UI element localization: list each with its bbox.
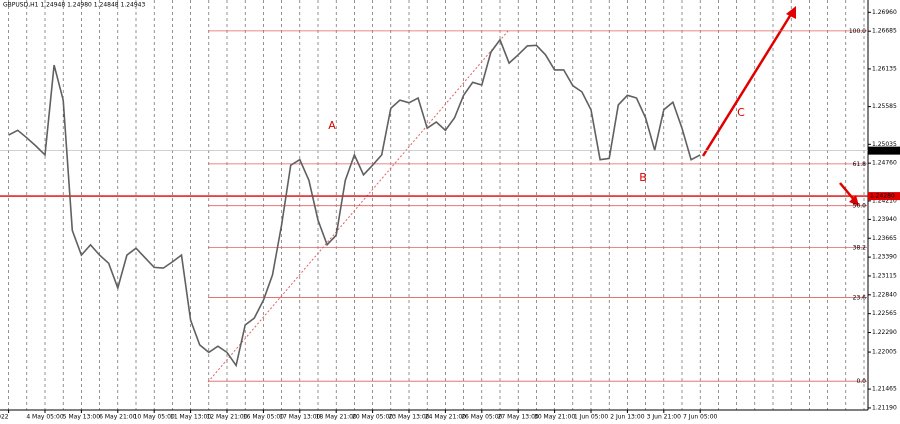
y-tick-label: 1.22290 <box>872 329 897 336</box>
y-tick-label: 1.25585 <box>872 103 897 110</box>
level-label: 1.24280 <box>870 193 895 200</box>
x-tick-label: 17 May 13:00 <box>279 414 320 421</box>
fib-label: 38.2 <box>853 245 867 252</box>
y-tick-label: 1.26685 <box>872 28 897 35</box>
x-tick-label: 27 May 13:00 <box>498 414 539 421</box>
y-tick-label: 1.21465 <box>872 386 897 393</box>
y-tick-label: 1.24210 <box>872 197 897 204</box>
x-tick-label: 20 May 05:00 <box>352 414 393 421</box>
x-tick-label: 10 May 05:00 <box>134 414 175 421</box>
y-tick-label: 1.26960 <box>872 9 897 16</box>
annotation: C <box>737 106 745 119</box>
fib-label: 50.0 <box>853 203 867 210</box>
x-tick-label: 1 Jun 05:00 <box>574 414 608 421</box>
x-tick-label: 6 May 21:00 <box>99 414 137 421</box>
y-tick-label: 1.22565 <box>872 310 897 317</box>
x-tick-label: 3 Jun 21:00 <box>647 414 681 421</box>
x-tick-label: 18 May 21:00 <box>316 414 357 421</box>
x-tick-label: 4 May 05:00 <box>26 414 64 421</box>
x-tick-label: 16 May 05:00 <box>243 414 284 421</box>
fib-label: 100.0 <box>849 28 866 35</box>
x-tick-label: 5 May 13:00 <box>63 414 101 421</box>
y-tick-label: 1.23390 <box>872 254 897 261</box>
price-line <box>8 38 701 368</box>
chart-title: GBPUSD,H1 1.24948 1.24980 1.24848 1.2494… <box>3 2 145 9</box>
y-tick-label: 1.22840 <box>872 291 897 298</box>
x-tick-label: 2 Jun 13:00 <box>610 414 644 421</box>
x-tick-label: 26 May 05:00 <box>461 414 502 421</box>
bid-label-box <box>868 146 900 155</box>
x-tick-label: 11 May 13:00 <box>170 414 211 421</box>
y-tick-label: 1.22005 <box>872 349 897 356</box>
fib-label: 0.0 <box>856 378 866 385</box>
x-tick-label: 7 Jun 05:00 <box>683 414 717 421</box>
arrow-up <box>701 10 795 157</box>
fib-label: 61.8 <box>853 161 867 168</box>
x-tick-label: 23 May 13:00 <box>388 414 429 421</box>
y-tick-label: 1.24760 <box>872 160 897 167</box>
fib-label: 23.6 <box>853 295 867 302</box>
arrow-down <box>839 182 856 202</box>
y-tick-label: 1.23115 <box>872 272 897 279</box>
annotation: A <box>328 119 336 132</box>
y-tick-label: 1.26135 <box>872 65 897 72</box>
bid-label: 1.24943 <box>870 147 895 154</box>
arrowhead <box>849 195 859 206</box>
x-tick-label: 12 May 21:00 <box>206 414 247 421</box>
arrowhead <box>786 6 796 19</box>
x-tick-label: 30 May 21:00 <box>534 414 575 421</box>
y-tick-label: 1.21190 <box>872 404 897 411</box>
y-tick-label: 1.25035 <box>872 141 897 148</box>
fib-trend-line <box>207 30 509 383</box>
y-tick-label: 1.23940 <box>872 216 897 223</box>
y-tick-label: 1.23665 <box>872 235 897 242</box>
annotation: B <box>639 171 647 184</box>
x-tick-label: 2 May 2022 <box>0 414 9 421</box>
x-tick-label: 24 May 21:00 <box>425 414 466 421</box>
level-label-box <box>868 192 900 201</box>
